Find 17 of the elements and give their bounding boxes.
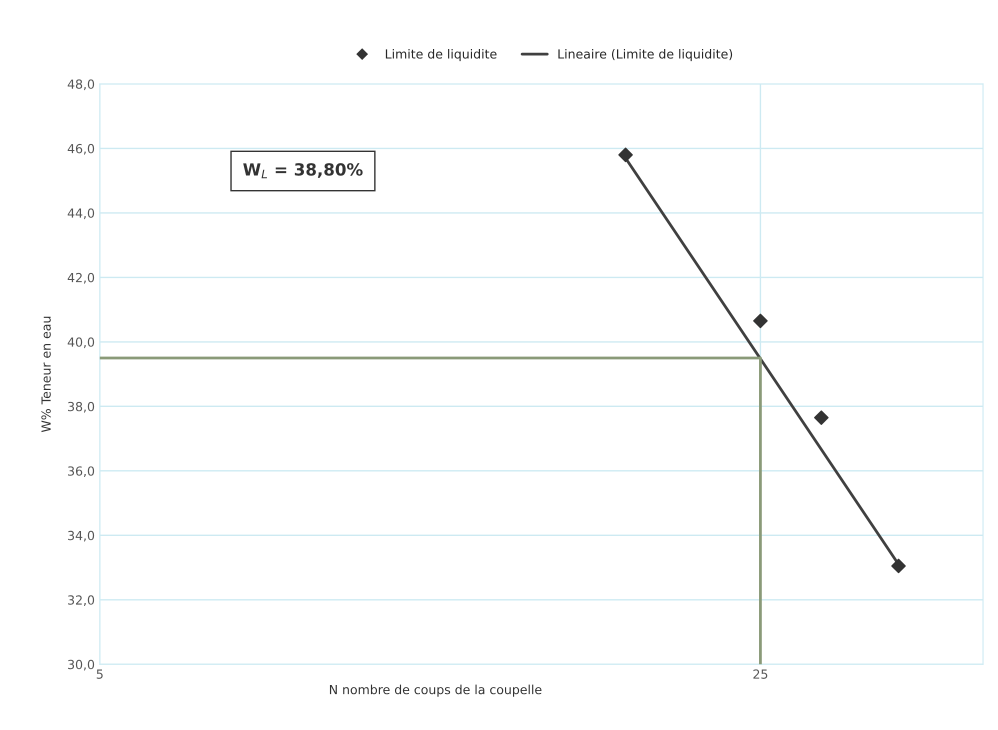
x-axis-title: N nombre de coups de la coupelle [330, 684, 542, 697]
y-tick-label: 30,0 [68, 660, 94, 670]
y-tick-label: 40,0 [68, 337, 94, 348]
y-tick-label: 42,0 [68, 272, 94, 284]
y-tick-label: 32,0 [68, 595, 94, 606]
legend-label: Lineaire (Limite de liquidite) [558, 48, 732, 62]
legend-label: Limite de liquidite [386, 48, 497, 62]
y-tick-label: 46,0 [68, 144, 94, 155]
x-tick-label: 5 [96, 670, 103, 679]
x-tick-label: 25 [753, 669, 768, 679]
y-tick-label: 44,0 [68, 208, 94, 220]
y-tick-label: 38,0 [68, 402, 94, 413]
y-tick-label: 34,0 [68, 530, 94, 542]
y-tick-label: 48,0 [68, 79, 94, 90]
y-tick-label: 36,0 [68, 466, 94, 478]
y-axis-title: W% Teneur en eau [41, 316, 51, 432]
annotation: W$_{L}$ = 38,80% [243, 163, 363, 178]
